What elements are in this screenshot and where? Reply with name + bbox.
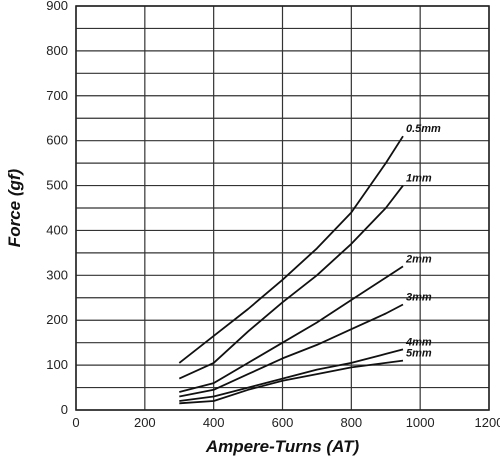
series-line-1mm bbox=[178, 185, 404, 380]
series-line-0.5mm bbox=[178, 135, 404, 364]
plot-frame bbox=[75, 5, 490, 411]
x-tick-label: 0 bbox=[72, 415, 79, 430]
series-line-2mm bbox=[179, 265, 404, 393]
series-label: 2mm bbox=[405, 253, 432, 265]
series-label: 3mm bbox=[406, 292, 432, 304]
y-tick-label: 200 bbox=[46, 312, 68, 327]
series-line-4mm bbox=[179, 348, 404, 402]
y-tick-label: 0 bbox=[61, 402, 68, 417]
y-tick-label: 500 bbox=[46, 178, 68, 193]
y-tick-label: 400 bbox=[46, 222, 68, 237]
x-tick-label: 400 bbox=[203, 415, 225, 430]
x-tick-label: 1200 bbox=[475, 415, 500, 430]
y-axis-label: Force (gf) bbox=[5, 168, 24, 247]
y-tick-label: 900 bbox=[46, 0, 68, 13]
y-tick-label: 600 bbox=[46, 133, 68, 148]
series-label: 4mm bbox=[405, 336, 432, 348]
grid bbox=[75, 5, 490, 411]
y-tick-label: 300 bbox=[46, 267, 68, 282]
series-line-3mm bbox=[179, 303, 404, 398]
series-line-5mm bbox=[179, 359, 404, 405]
x-tick-label: 200 bbox=[134, 415, 156, 430]
y-tick-label: 700 bbox=[46, 88, 68, 103]
x-tick-label: 800 bbox=[340, 415, 362, 430]
x-tick-label: 600 bbox=[272, 415, 294, 430]
series-label: 5mm bbox=[406, 348, 432, 360]
y-tick-label: 800 bbox=[46, 43, 68, 58]
series-label: 0.5mm bbox=[406, 123, 441, 135]
x-tick-label: 1000 bbox=[406, 415, 435, 430]
y-tick-label: 100 bbox=[46, 357, 68, 372]
series-label: 1mm bbox=[406, 173, 432, 185]
tick-labels: 0 200 400 600 800 1000 1200 0 100 200 300 400 500 600… bbox=[46, 0, 500, 430]
x-axis-label: Ampere-Turns (AT) bbox=[205, 437, 360, 456]
